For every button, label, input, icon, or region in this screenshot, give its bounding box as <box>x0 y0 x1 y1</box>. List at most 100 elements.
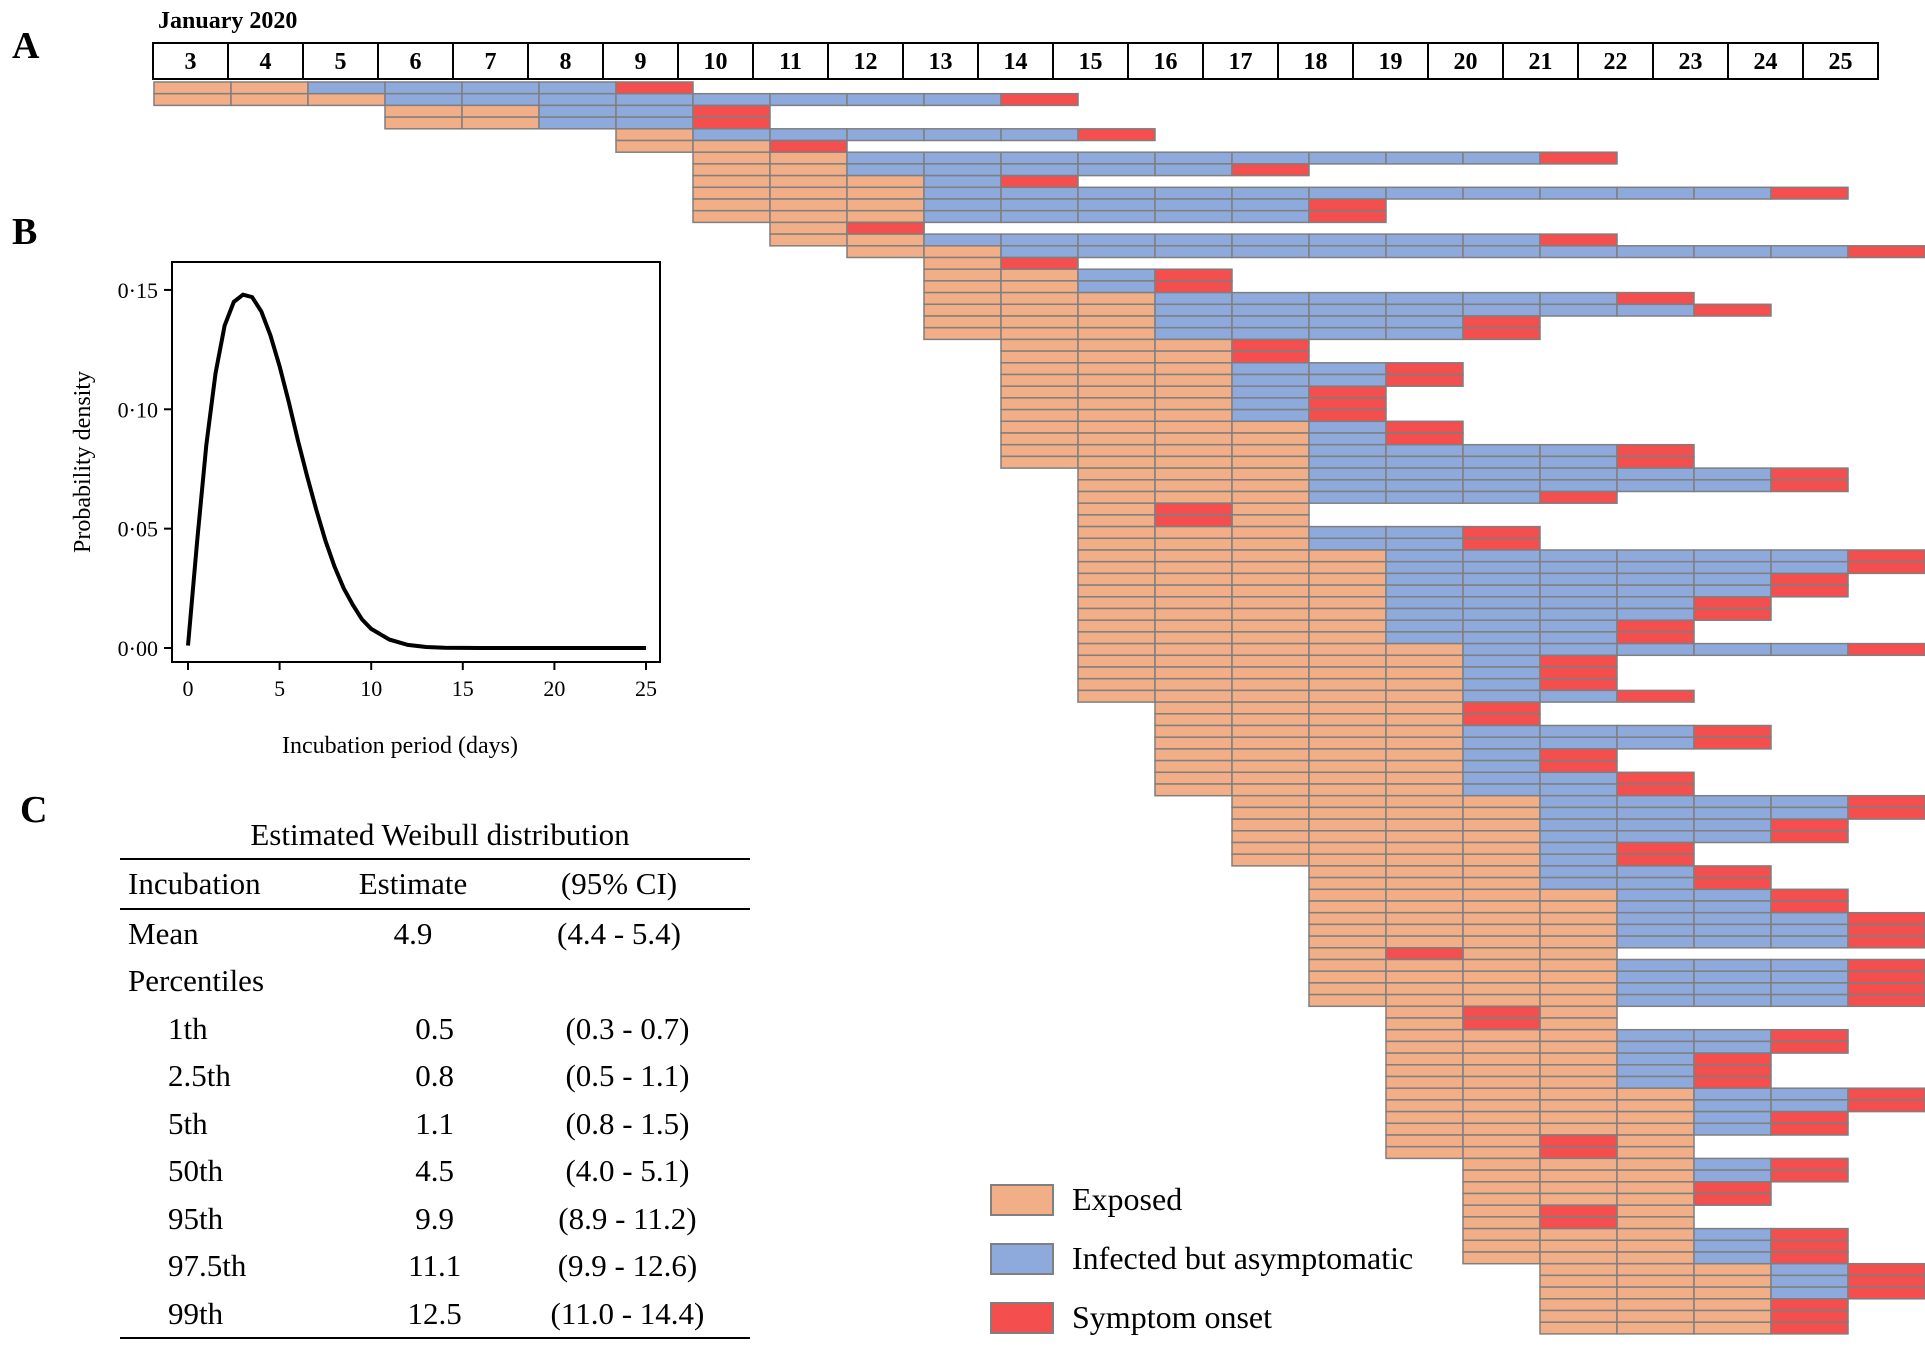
exposed-cell <box>230 81 309 95</box>
exposed-cell <box>1616 1274 1695 1288</box>
infected-cell <box>1616 1052 1695 1066</box>
exposed-cell <box>1616 1134 1695 1148</box>
infected-cell <box>461 81 540 95</box>
onset-cell <box>1847 245 1925 259</box>
exposed-cell <box>1077 291 1156 306</box>
exposed-cell <box>1385 830 1464 844</box>
exposed-cell <box>1308 701 1387 715</box>
onset-cell <box>1154 514 1233 528</box>
onset-cell <box>1693 1192 1772 1206</box>
exposed-cell <box>769 198 848 212</box>
infected-cell <box>1385 479 1464 493</box>
onset-cell <box>1693 303 1772 317</box>
onset-cell <box>1616 853 1695 867</box>
exposed-cell <box>1462 818 1541 832</box>
infected-cell <box>1462 619 1541 633</box>
exposed-cell <box>846 174 925 189</box>
exposed-cell <box>1308 830 1387 844</box>
infected-cell <box>1770 1087 1849 1101</box>
infected-cell <box>1385 549 1464 563</box>
infected-cell <box>1231 198 1310 212</box>
exposed-cell <box>1077 338 1156 352</box>
exposed-cell <box>769 209 848 224</box>
onset-cell <box>1616 619 1695 633</box>
onset-cell <box>1770 818 1849 832</box>
exposed-cell <box>1385 923 1464 937</box>
exposed-cell <box>1231 748 1310 762</box>
infected-cell <box>1385 596 1464 610</box>
exposed-cell <box>1385 1005 1464 1019</box>
exposed-cell <box>1077 385 1156 399</box>
infected-cell <box>1231 315 1310 329</box>
legend-label-exposed: Exposed <box>1072 1181 1183 1217</box>
infected-cell <box>1462 560 1541 575</box>
exposed-cell <box>1385 1075 1464 1089</box>
exposed-cell <box>1000 443 1079 458</box>
infected-cell <box>923 186 1002 200</box>
exposed-cell <box>1539 1251 1618 1265</box>
exposed-cell <box>1077 350 1156 364</box>
onset-cell <box>1770 1157 1849 1171</box>
table-cell-estimate <box>338 957 488 1005</box>
infected-cell <box>1231 291 1310 306</box>
day-header-cell: 23 <box>1652 42 1729 80</box>
infected-cell <box>1539 818 1618 832</box>
exposed-cell <box>1693 1286 1772 1300</box>
infected-cell <box>1154 245 1233 259</box>
exposed-cell <box>1308 888 1387 902</box>
table-cell-estimate: 11.1 <box>408 1248 462 1283</box>
timeline-month-label: January 2020 <box>158 8 298 34</box>
onset-cell <box>1231 338 1310 352</box>
exposed-cell <box>1154 619 1233 633</box>
onset-cell <box>1693 1075 1772 1089</box>
infected-cell <box>1154 198 1233 212</box>
exposed-cell <box>1000 326 1079 341</box>
onset-cell <box>1693 736 1772 750</box>
infected-cell <box>1616 865 1695 879</box>
onset-cell <box>1770 186 1849 200</box>
day-header-cell: 17 <box>1202 42 1279 80</box>
onset-cell <box>1847 806 1925 820</box>
exposed-cell <box>1000 280 1079 294</box>
exposed-cell <box>1616 1204 1695 1218</box>
infected-cell <box>1385 245 1464 259</box>
exposed-cell <box>1308 607 1387 621</box>
exposed-cell <box>1385 841 1464 855</box>
infected-cell <box>1462 736 1541 750</box>
infected-cell <box>1770 923 1849 937</box>
onset-cell <box>1539 654 1618 668</box>
exposed-cell <box>1308 900 1387 914</box>
table-cell-label: 97.5th <box>168 1248 247 1283</box>
infected-cell <box>1616 560 1695 575</box>
exposed-cell <box>1539 888 1618 902</box>
infected-cell <box>1539 830 1618 844</box>
exposed-cell <box>1385 876 1464 891</box>
panel-letter-c: C <box>20 789 48 831</box>
exposed-cell <box>1077 607 1156 621</box>
exposed-cell <box>1462 1204 1541 1218</box>
exposed-cell <box>1539 993 1618 1008</box>
table-row: 5th 1.1 (0.8 - 1.5) <box>120 1100 750 1148</box>
onset-cell <box>1770 830 1849 844</box>
exposed-cell <box>1385 666 1464 680</box>
exposed-cell <box>1231 759 1310 774</box>
infected-cell <box>1308 151 1387 165</box>
exposed-cell <box>692 163 771 177</box>
header-estimate: Estimate <box>358 866 468 901</box>
exposed-cell <box>1000 303 1079 317</box>
table-cell-estimate: 0.8 <box>415 1058 455 1093</box>
table-caption: Estimated Weibull distribution <box>250 817 630 852</box>
onset-cell <box>1539 1216 1618 1230</box>
exposed-cell <box>1000 432 1079 446</box>
exposed-cell <box>1693 1321 1772 1335</box>
exposed-cell <box>1462 1157 1541 1171</box>
infected-cell <box>1770 958 1849 972</box>
exposed-cell <box>1539 1075 1618 1089</box>
infected-cell <box>1308 233 1387 247</box>
exposed-cell <box>1385 794 1464 809</box>
infected-cell <box>1616 479 1695 493</box>
table-cell-label: 50th <box>168 1153 224 1188</box>
legend-label-infected: Infected but asymptomatic <box>1072 1240 1414 1276</box>
table-cell-label: 95th <box>168 1200 224 1236</box>
exposed-cell <box>1539 1110 1618 1125</box>
